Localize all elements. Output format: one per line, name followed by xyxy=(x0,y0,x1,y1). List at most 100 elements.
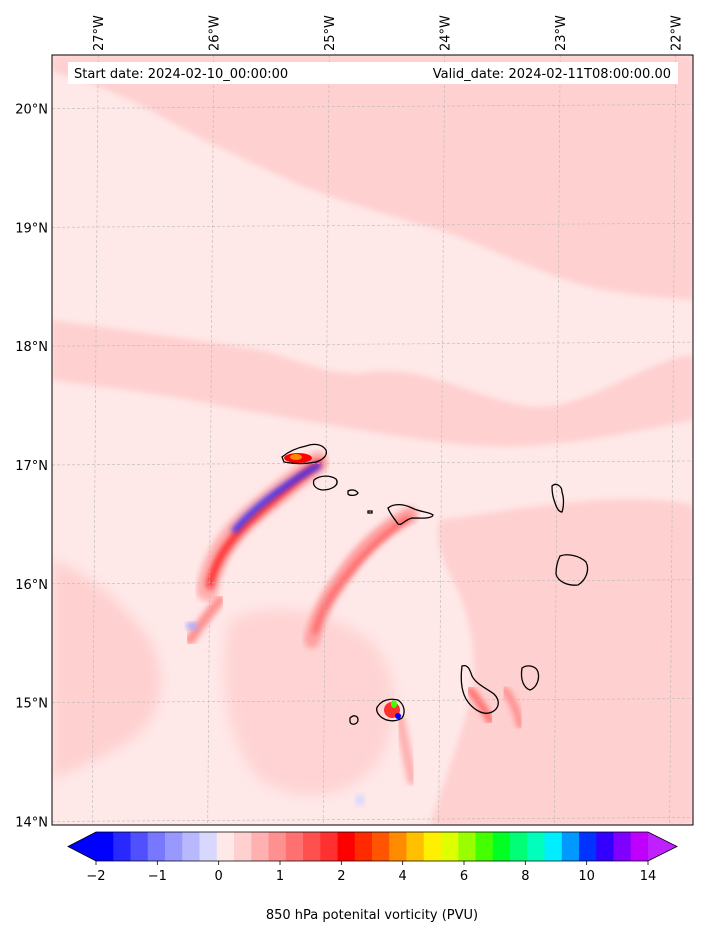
colorbar-swatch xyxy=(147,832,166,861)
colorbar-swatch xyxy=(182,832,200,861)
island-maio xyxy=(520,665,540,691)
colorbar-swatch xyxy=(96,832,114,861)
colorbar-swatch xyxy=(389,832,407,861)
colorbar-tick-label: 2 xyxy=(337,869,345,884)
pv-hotspot-north-orange xyxy=(290,454,302,460)
latitude-tick-label: 18°N xyxy=(15,340,48,355)
colorbar-swatch xyxy=(561,832,580,861)
colorbar-swatch xyxy=(199,832,218,861)
pv-streak-south-east xyxy=(466,686,494,724)
latitude-tick-label: 19°N xyxy=(15,221,48,236)
colorbar-tick-label: 6 xyxy=(460,869,468,884)
latitude-labels: 20°N 19°N 18°N 17°N 16°N 15°N 14°N xyxy=(15,102,48,830)
colorbar-swatch xyxy=(216,832,235,861)
parallel-gridline xyxy=(52,698,693,703)
colorbar-swatch xyxy=(372,832,390,861)
colorbar-tick-label: 1 xyxy=(276,869,284,884)
island-sao-nicolau xyxy=(387,503,434,526)
pv-hotspot-south-green xyxy=(391,700,397,708)
latitude-tick-label: 14°N xyxy=(15,815,48,830)
pv-spot-blue xyxy=(186,622,198,630)
island-branco xyxy=(367,510,373,514)
longitude-tick-label: 22°W xyxy=(670,15,685,51)
colorbar-swatch xyxy=(492,832,511,861)
colorbar-ticks: −2 −1 0 1 2 4 6 8 10 14 xyxy=(86,861,656,884)
colorbar-swatch xyxy=(354,832,373,861)
parallel-gridline xyxy=(52,579,693,585)
colorbar-swatch xyxy=(113,832,131,861)
parallel-gridline xyxy=(52,104,693,109)
pv-streak-south-east2 xyxy=(501,686,524,729)
pv-streak-south xyxy=(395,715,417,785)
coastlines xyxy=(281,443,589,725)
parallel-gridline xyxy=(52,817,693,822)
meridian-gridline xyxy=(669,55,676,825)
colorbar-swatch xyxy=(251,832,269,861)
colorbar-swatch xyxy=(130,832,149,861)
island-santa-luzia xyxy=(347,489,359,497)
pv-spot-blue-south xyxy=(355,794,365,806)
field-southwest-patches xyxy=(52,560,161,780)
colorbar-swatch xyxy=(630,832,649,861)
colorbar-swatch xyxy=(596,832,614,861)
pv-streak-lower xyxy=(185,595,225,645)
colorbar-swatch xyxy=(527,832,545,861)
latitude-tick-label: 20°N xyxy=(15,102,48,117)
colorbar-swatch xyxy=(579,832,597,861)
field-central-patches xyxy=(224,609,394,796)
colorbar-tick-label: 8 xyxy=(521,869,529,884)
colorbar-swatch xyxy=(337,832,356,861)
longitude-tick-label: 23°W xyxy=(554,15,569,51)
island-fogo xyxy=(376,698,405,722)
latitude-tick-label: 15°N xyxy=(15,697,48,712)
latitude-tick-label: 17°N xyxy=(15,459,48,474)
island-santo-antao xyxy=(281,443,328,465)
gridlines xyxy=(52,55,693,825)
colorbar-tick-label: 0 xyxy=(215,869,223,884)
longitude-tick-label: 26°W xyxy=(208,15,223,51)
map-frame xyxy=(51,54,694,826)
field-south-band xyxy=(430,499,693,825)
colorbar-tick-label: 4 xyxy=(399,869,407,884)
colorbar-swatch xyxy=(458,832,476,861)
colorbar xyxy=(67,831,678,862)
island-sao-vicente xyxy=(312,475,338,491)
colorbar-swatch xyxy=(234,832,252,861)
annotation-box xyxy=(68,62,678,84)
longitude-tick-label: 24°W xyxy=(439,15,454,51)
colorbar-swatch xyxy=(544,832,563,861)
colorbar-swatch xyxy=(613,832,632,861)
meridian-gridline xyxy=(207,55,214,825)
pv-hotspot-south-blue xyxy=(395,713,401,719)
colorbar-tick-label: −1 xyxy=(148,869,167,884)
longitude-tick-label: 25°W xyxy=(323,15,338,51)
pv-streak-central-core xyxy=(312,515,411,635)
colorbar-tick-label: 10 xyxy=(578,869,595,884)
colorbar-swatch xyxy=(441,832,459,861)
meridian-gridline xyxy=(322,55,330,825)
field-north-band xyxy=(52,55,693,300)
island-sal xyxy=(551,483,565,513)
colorbar-swatch xyxy=(285,832,304,861)
latitude-tick-label: 16°N xyxy=(15,578,48,593)
parallel-gridline xyxy=(52,222,693,228)
meridian-gridline xyxy=(553,55,561,825)
field-northwest-band xyxy=(52,320,693,447)
longitude-tick-label: 27°W xyxy=(92,15,107,51)
colorbar-swatch xyxy=(423,832,442,861)
island-brava xyxy=(349,715,359,725)
parallel-gridline xyxy=(52,341,693,347)
colorbar-swatch xyxy=(510,832,528,861)
valid-date-label: Valid_date: 2024-02-11T08:00:00.00 xyxy=(433,67,671,82)
colorbar-label: 850 hPa potenital vorticity (PVU) xyxy=(266,908,478,923)
longitude-labels: 27°W 26°W 25°W 24°W 23°W 22°W xyxy=(92,15,684,51)
colorbar-swatch xyxy=(303,832,321,861)
colorbar-swatch xyxy=(165,832,183,861)
meridian-gridline xyxy=(91,55,99,825)
pv-streak-negative xyxy=(232,463,321,533)
colorbar-swatch xyxy=(475,832,494,861)
colorbar-extend-high xyxy=(648,832,677,861)
colorbar-swatch xyxy=(320,832,338,861)
start-date-label: Start date: 2024-02-10_00:00:00 xyxy=(74,67,288,82)
